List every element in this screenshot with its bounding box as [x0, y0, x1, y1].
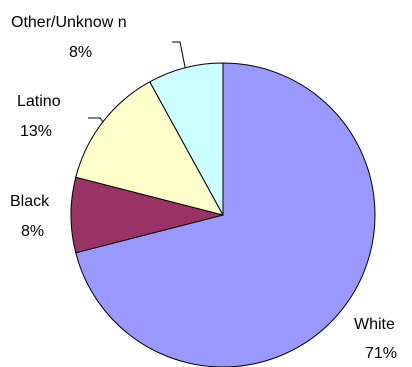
label-latino-name: Latino	[17, 93, 61, 110]
label-white-name: White	[354, 316, 395, 333]
leader-lines	[88, 41, 186, 123]
label-other-value: 8%	[69, 44, 92, 61]
pie-slice-white	[75, 62, 376, 367]
label-latino-value: 13%	[20, 123, 52, 140]
label-black-name: Black	[10, 193, 50, 210]
leader-line-other	[172, 41, 186, 68]
leader-line-latino	[88, 117, 104, 123]
label-other-name: Other/Unknow n	[11, 14, 127, 31]
label-white-value: 71%	[365, 345, 397, 362]
pie-slices	[70, 62, 376, 367]
pie-slice-latino	[75, 81, 224, 216]
label-black-value: 8%	[21, 223, 44, 240]
